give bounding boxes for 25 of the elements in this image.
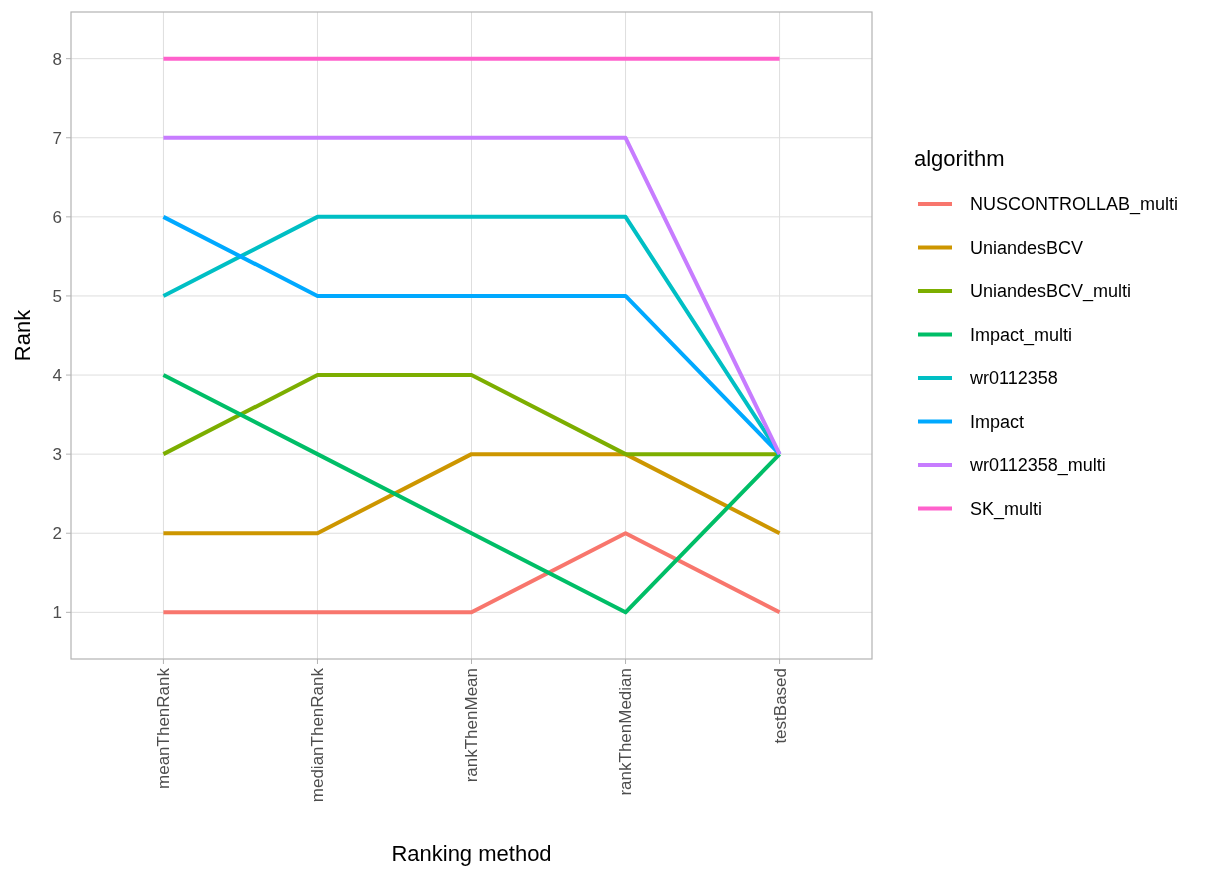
x-tick-label: rankThenMean <box>462 668 482 783</box>
y-tick-label: 1 <box>52 603 62 623</box>
legend-label: UniandesBCV <box>970 237 1084 258</box>
y-tick-label: 3 <box>52 445 62 465</box>
legend-title: algorithm <box>914 146 1005 171</box>
legend-label: NUSCONTROLLAB_multi <box>970 194 1179 216</box>
legend-label: wr0112358_multi <box>969 455 1106 477</box>
x-tick-label: testBased <box>770 668 790 744</box>
y-tick-label: 8 <box>52 49 62 69</box>
y-tick-label: 5 <box>52 286 62 306</box>
legend-label: UniandesBCV_multi <box>970 281 1132 303</box>
x-tick-label: medianThenRank <box>308 667 328 803</box>
y-tick-label: 7 <box>52 128 62 148</box>
legend-label: wr0112358 <box>969 368 1058 389</box>
x-axis-title: Ranking method <box>391 841 552 866</box>
y-tick-label: 6 <box>52 207 62 227</box>
line-series <box>161 373 782 615</box>
legend-label: SK_multi <box>970 498 1043 520</box>
x-tick-label: meanThenRank <box>154 667 174 789</box>
x-tick-label: rankThenMedian <box>616 668 636 796</box>
legend-label: Impact <box>970 411 1025 432</box>
legend-label: Impact_multi <box>970 324 1073 346</box>
y-axis-title: Rank <box>10 308 35 362</box>
y-tick-label: 2 <box>52 524 62 544</box>
y-tick-label: 4 <box>52 366 62 385</box>
